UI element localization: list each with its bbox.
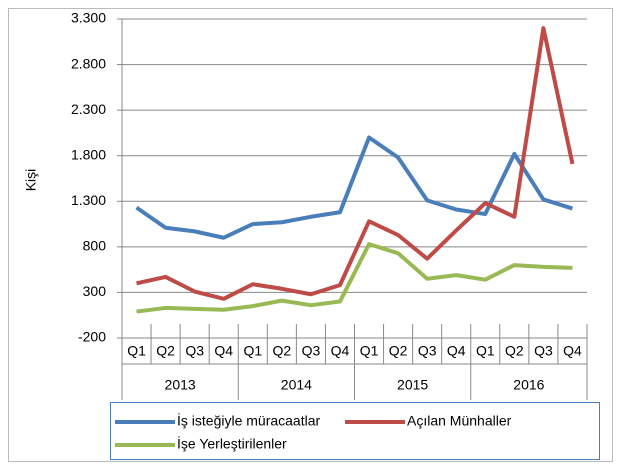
x-tick-label: Q4 bbox=[331, 343, 350, 359]
x-tick-label: Q3 bbox=[302, 343, 321, 359]
x-tick-label: Q4 bbox=[563, 343, 582, 359]
y-tick-label: 3.300 bbox=[71, 10, 106, 26]
x-tick-label: Q2 bbox=[389, 343, 408, 359]
x-tick-label: Q1 bbox=[243, 343, 262, 359]
y-axis-label: Kişi bbox=[23, 169, 39, 192]
chart-border bbox=[8, 8, 613, 462]
x-tick-label: Q3 bbox=[418, 343, 437, 359]
legend-label: Açılan Münhaller bbox=[407, 413, 512, 429]
y-tick-label: 1.800 bbox=[71, 146, 106, 162]
x-group-label: 2014 bbox=[281, 377, 312, 393]
y-tick-label: 800 bbox=[83, 238, 107, 254]
x-tick-label: Q3 bbox=[534, 343, 553, 359]
y-tick-label: 1.300 bbox=[71, 192, 106, 208]
x-tick-label: Q4 bbox=[214, 343, 233, 359]
x-group-label: 2016 bbox=[513, 377, 544, 393]
series-line bbox=[136, 242, 573, 314]
y-tick-label: 2.300 bbox=[71, 101, 106, 117]
y-tick-label: 300 bbox=[83, 283, 107, 299]
x-tick-label: Q1 bbox=[127, 343, 146, 359]
x-tick-label: Q2 bbox=[156, 343, 175, 359]
series-line bbox=[135, 135, 574, 240]
x-tick-label: Q3 bbox=[185, 343, 204, 359]
x-group-label: 2015 bbox=[397, 377, 428, 393]
x-tick-label: Q2 bbox=[273, 343, 292, 359]
x-tick-label: Q1 bbox=[476, 343, 495, 359]
y-tick-label: -200 bbox=[78, 329, 106, 345]
series-line bbox=[136, 26, 575, 301]
x-group-label: 2013 bbox=[165, 377, 196, 393]
y-tick-label: 2.800 bbox=[71, 55, 106, 71]
x-tick-label: Q1 bbox=[360, 343, 379, 359]
legend-label: İşe Yerleştirilenler bbox=[177, 435, 287, 452]
legend-label: İş isteğiyle müracaatlar bbox=[177, 412, 321, 429]
legend bbox=[110, 402, 600, 460]
x-tick-label: Q2 bbox=[505, 343, 524, 359]
x-tick-label: Q4 bbox=[447, 343, 466, 359]
